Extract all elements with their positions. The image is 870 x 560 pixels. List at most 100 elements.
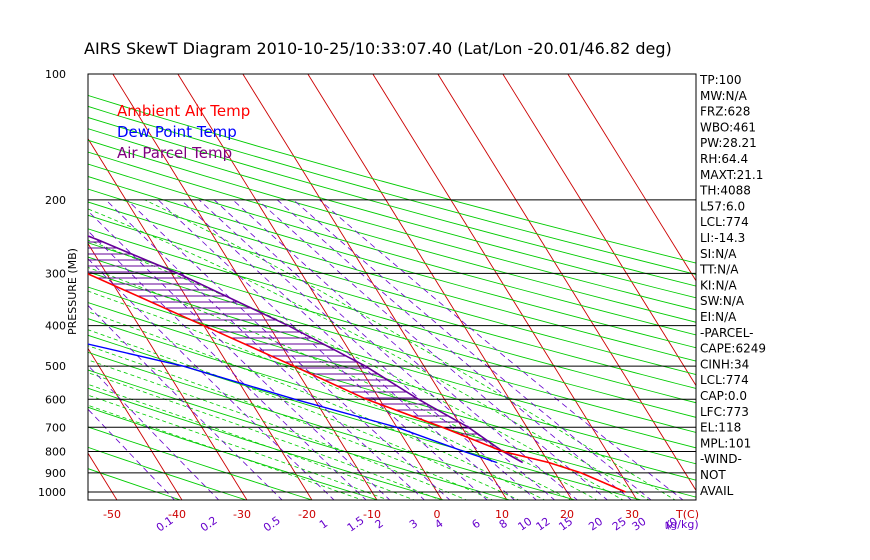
mixing-ratio-line (257, 199, 609, 500)
stability-parameter: EI:N/A (700, 310, 737, 324)
dry-adiabat-line (88, 128, 696, 299)
isotherm-line (88, 452, 118, 500)
stability-parameter: L57:6.0 (700, 199, 745, 213)
bottom-temperature-unit: T(C) (675, 508, 699, 521)
plot-frame (87, 73, 697, 501)
mixing-ratio-tick: 0.2 (198, 514, 220, 535)
dry-adiabat-line (88, 286, 696, 465)
dry-adiabat-line (88, 188, 696, 362)
chart-title: AIRS SkewT Diagram 2010-10-25/10:33:07.4… (84, 39, 672, 58)
dry-adiabat-line (88, 426, 314, 500)
stability-parameter: MAXT:21.1 (700, 168, 763, 182)
dry-adiabat-line (88, 163, 696, 336)
isotherm-line (437, 74, 696, 492)
dry-adiabat-line (88, 351, 577, 500)
mixing-ratio-tick: 0.5 (261, 514, 283, 535)
mixing-ratio-unit: (g/kg) (666, 518, 699, 531)
dry-adiabat-line (88, 228, 696, 404)
mixing-ratio-line (88, 258, 335, 500)
mixing-ratio-line (293, 199, 652, 500)
isotherm-line (567, 74, 696, 282)
dewpoint-line (88, 343, 497, 464)
stability-parameter: AVAIL (700, 484, 734, 498)
dry-adiabat-line (88, 139, 696, 311)
stability-parameter: EL:118 (700, 421, 741, 435)
mixing-ratio-tick: 6 (469, 517, 482, 532)
pressure-tick-label: 100 (45, 68, 66, 81)
mixing-ratio-lines (88, 199, 684, 500)
legend-entry: Ambient Air Temp (117, 102, 250, 120)
mixing-ratio-line (232, 199, 578, 500)
moist-adiabat-line (88, 208, 650, 500)
stability-parameter: LCL:774 (700, 373, 749, 387)
stability-parameter: MPL:101 (700, 436, 751, 450)
stability-parameter: LFC:773 (700, 405, 749, 419)
legend: Ambient Air Temp Dew Point Temp Air Parcel… (117, 102, 250, 162)
dry-adiabat-line (88, 446, 248, 500)
isotherm-line (372, 74, 638, 500)
mixing-ratio-line (180, 199, 516, 500)
isotherm-line (88, 242, 248, 500)
dry-adiabat-line (88, 271, 696, 449)
pressure-tick-label: 300 (45, 267, 66, 280)
dry-adiabat-line (88, 302, 696, 481)
dry-adiabat-line (88, 369, 512, 500)
bottom-temperature-tick: -50 (103, 508, 121, 521)
stability-parameter: LCL:774 (700, 215, 749, 229)
moist-adiabat-line (88, 372, 442, 500)
bottom-temperature-tick: 30 (625, 508, 639, 521)
mixing-ratio-line (88, 364, 220, 500)
moist-adiabat-line (88, 290, 572, 500)
dry-adiabat-line (88, 105, 696, 275)
moist-adiabat-lines (88, 199, 676, 500)
pressure-tick-label: 1000 (38, 486, 66, 499)
bottom-temperature-tick: 0 (434, 508, 441, 521)
mixing-ratio-tick: 3 (407, 517, 420, 532)
isotherm-line (88, 137, 313, 500)
stability-parameter: SW:N/A (700, 294, 745, 308)
dry-adiabat-line (88, 242, 696, 418)
pressure-tick-label: 700 (45, 421, 66, 434)
bottom-temperature-tick: 20 (560, 508, 574, 521)
y-axis-label: PRESSURE (MB) (66, 248, 79, 335)
stability-parameter: -PARCEL- (700, 326, 754, 340)
moist-adiabat-line (88, 345, 494, 500)
bottom-temperature-tick: -10 (363, 508, 381, 521)
mixing-ratio-line (319, 199, 684, 500)
dry-adiabat-line (88, 387, 446, 500)
dry-adiabat-line (88, 318, 696, 498)
isotherm-line (502, 74, 696, 387)
mixing-ratio-line (88, 304, 283, 500)
mixing-ratio-line (88, 230, 367, 500)
moist-adiabat-line (88, 404, 364, 500)
stability-parameter: MW:N/A (700, 89, 748, 103)
stability-parameter: KI:N/A (700, 278, 737, 292)
stability-parameter: TH:4088 (699, 184, 751, 198)
stability-parameter: CAP:0.0 (700, 389, 747, 403)
moist-adiabat-line (88, 394, 390, 500)
stability-parameter: FRZ:628 (700, 105, 750, 119)
stability-parameter: CINH:34 (700, 357, 749, 371)
bottom-temperature-tick: -30 (233, 508, 251, 521)
isotherm-line (242, 74, 508, 500)
sounding-profiles (88, 235, 626, 493)
mixing-ratio-tick-labels: 0.1 0.2 0.5 1 1.5 2 3 4 6 8 10 12 15 20 25 30 40(g/kg) (154, 514, 699, 535)
mixing-ratio-line (198, 199, 537, 500)
legend-entry: Air Parcel Temp (117, 144, 232, 162)
mixing-ratio-tick: 1 (317, 517, 330, 532)
parcel-line (88, 235, 524, 464)
stability-parameter: LI:-14.3 (700, 231, 745, 245)
pressure-tick-label: 800 (45, 445, 66, 458)
dry-adiabat-line (88, 468, 182, 500)
pressure-tick-label: 200 (45, 194, 66, 207)
bottom-temperature-tick: -40 (168, 508, 186, 521)
stability-parameter: RH:64.4 (700, 152, 748, 166)
dry-adiabat-line (88, 176, 696, 349)
bottom-temperature-ticks: -50 -40 -30 -20 -10 0 10 20 30 T(C) (103, 508, 699, 521)
dry-adiabat-line (88, 151, 696, 323)
moist-adiabat-line (144, 199, 676, 500)
mixing-ratio-line (213, 199, 556, 500)
stability-parameter: WBO:461 (700, 120, 756, 134)
bottom-temperature-tick: -20 (298, 508, 316, 521)
